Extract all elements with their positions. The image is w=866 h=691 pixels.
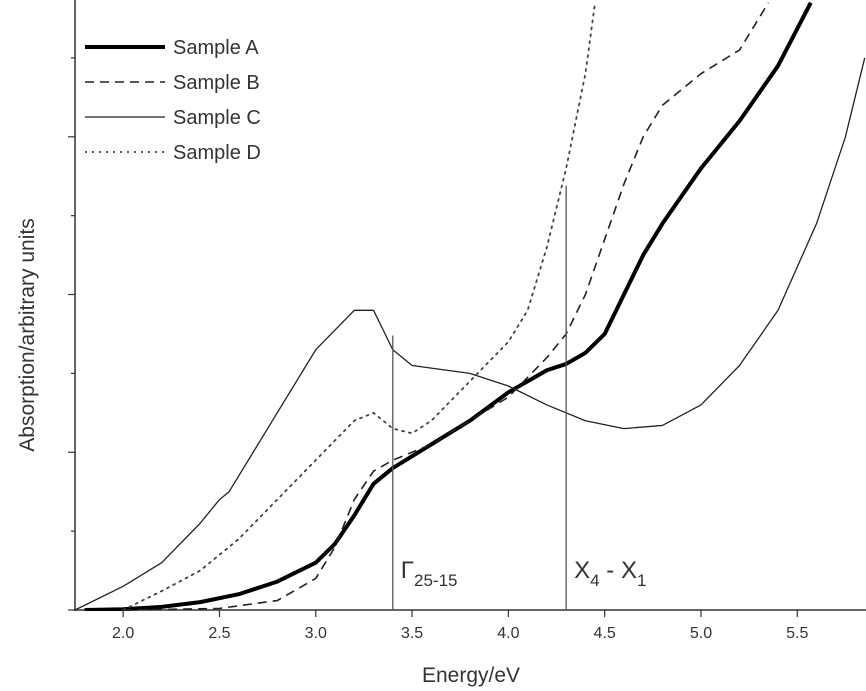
x-tick-label: 4.5 bbox=[594, 625, 616, 642]
x-axis-title: Energy/eV bbox=[422, 664, 520, 687]
y-axis-title: Absorption/arbitrary units bbox=[16, 218, 39, 451]
x-tick-label: 4.0 bbox=[497, 625, 519, 642]
series-line bbox=[122, 1, 596, 611]
annotation-label: Γ25-15 bbox=[401, 557, 458, 590]
annotation-subscript: 25-15 bbox=[414, 571, 457, 590]
legend-label: Sample B bbox=[173, 72, 260, 94]
series-line bbox=[75, 57, 866, 611]
series-line bbox=[123, 2, 770, 611]
x-tick-label: 2.5 bbox=[208, 625, 230, 642]
x-tick-label: 5.5 bbox=[786, 625, 808, 642]
x-tick-label: 5.0 bbox=[690, 625, 712, 642]
annotation-label: X4 - X1 bbox=[574, 557, 646, 590]
legend-label: Sample D bbox=[173, 142, 261, 164]
annotation-text: Γ bbox=[401, 557, 414, 584]
x-tick-label: 3.0 bbox=[305, 625, 327, 642]
annotation-subscript: 1 bbox=[637, 571, 646, 590]
annotation-text: X bbox=[574, 557, 590, 584]
x-tick-label: 2.0 bbox=[112, 625, 134, 642]
legend-label: Sample A bbox=[173, 37, 259, 59]
x-tick-label: 3.5 bbox=[401, 625, 423, 642]
annotation-subscript: 4 bbox=[590, 571, 599, 590]
annotation-text: - X bbox=[600, 557, 637, 584]
legend-label: Sample C bbox=[173, 107, 261, 129]
plot-area bbox=[75, 1, 866, 611]
series-line bbox=[84, 1, 813, 611]
